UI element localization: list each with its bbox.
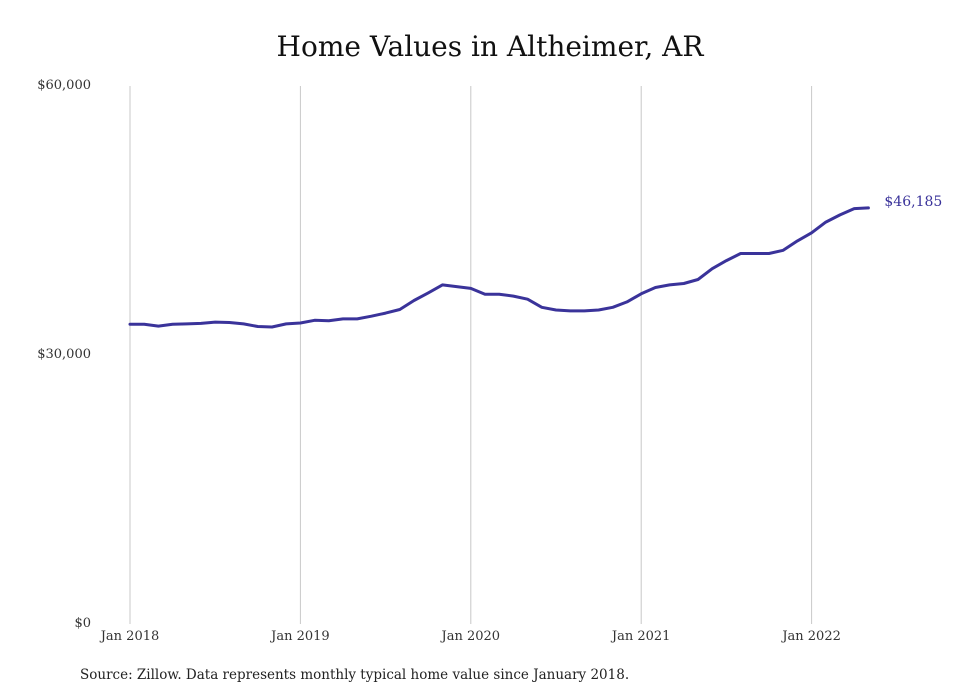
x-tick-label: Jan 2021 (610, 629, 671, 644)
x-tick-label: Jan 2020 (440, 629, 501, 644)
x-tick-label: Jan 2022 (780, 629, 841, 644)
chart-title: Home Values in Altheimer, AR (276, 30, 704, 63)
y-axis-ticks: $0 $30,000 $60,000 (37, 78, 91, 631)
x-tick-label: Jan 2019 (269, 629, 330, 644)
end-value-label: $46,185 (884, 194, 942, 210)
y-tick-label: $0 (74, 616, 91, 631)
series-layer: $46,185 (128, 194, 942, 329)
y-tick-label: $60,000 (37, 78, 91, 93)
gridlines (129, 86, 813, 624)
series-line-0 (128, 206, 870, 329)
x-axis-ticks: Jan 2018 Jan 2019 Jan 2020 Jan 2021 Jan 2022 (99, 629, 841, 644)
x-tick-label: Jan 2018 (99, 629, 160, 644)
source-note: Source: Zillow. Data represents monthly … (80, 667, 630, 683)
y-tick-label: $30,000 (37, 347, 91, 362)
